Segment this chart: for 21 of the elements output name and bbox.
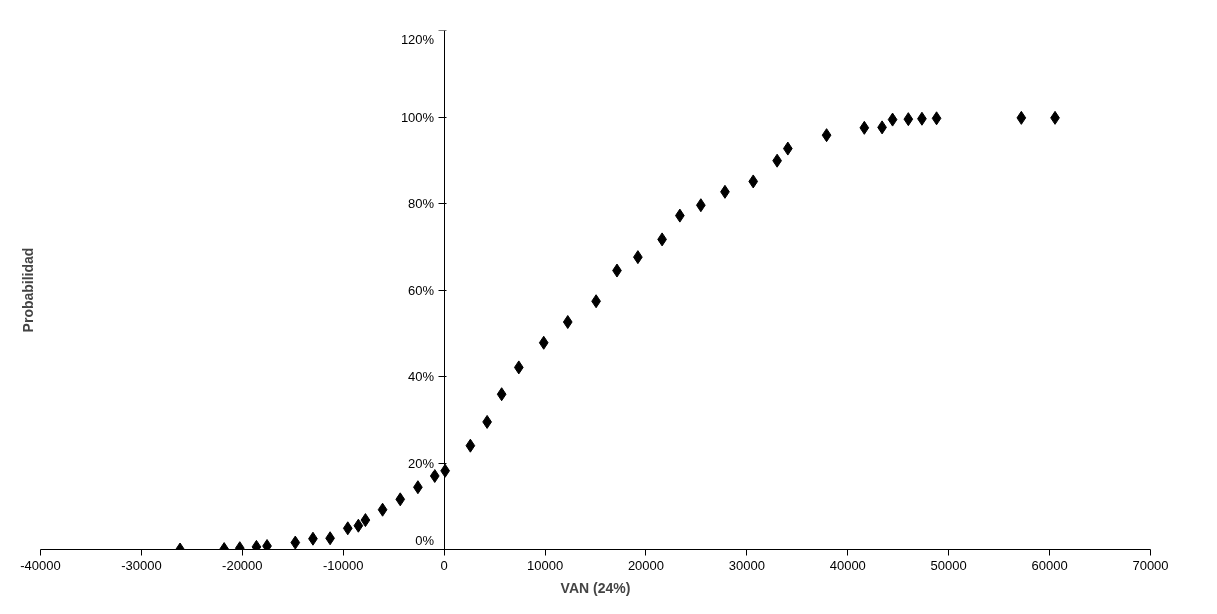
x-tick-label: 40000 [829, 557, 866, 573]
y-tick-label: 0% [415, 533, 435, 548]
x-tick-label: -10000 [322, 557, 364, 573]
y-tick-label: 100% [400, 109, 435, 125]
x-tick-label: 10000 [526, 557, 564, 573]
x-tick-label: 50000 [930, 557, 967, 573]
x-tick-label: -30000 [121, 557, 162, 573]
y-tick-label: 60% [408, 282, 435, 298]
x-tick-label: 0 [440, 557, 448, 573]
x-tick-label: -40000 [20, 557, 61, 573]
x-tick-label: 60000 [1031, 557, 1068, 573]
x-tick-label: -20000 [222, 557, 263, 573]
y-axis-title: Probabilidad [19, 247, 36, 333]
y-tick-label: 20% [408, 455, 435, 471]
y-tick-label: 40% [408, 369, 435, 384]
y-tick-label: 120% [400, 32, 435, 47]
x-tick-label: 70000 [1132, 557, 1169, 573]
y-tick-label: 80% [408, 196, 435, 211]
x-tick-label: 20000 [627, 557, 665, 573]
x-tick-label: 30000 [728, 557, 765, 573]
x-axis-title: VAN (24%) [560, 579, 631, 596]
